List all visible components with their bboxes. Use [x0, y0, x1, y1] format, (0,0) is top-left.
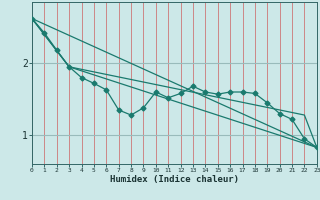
X-axis label: Humidex (Indice chaleur): Humidex (Indice chaleur)	[110, 175, 239, 184]
